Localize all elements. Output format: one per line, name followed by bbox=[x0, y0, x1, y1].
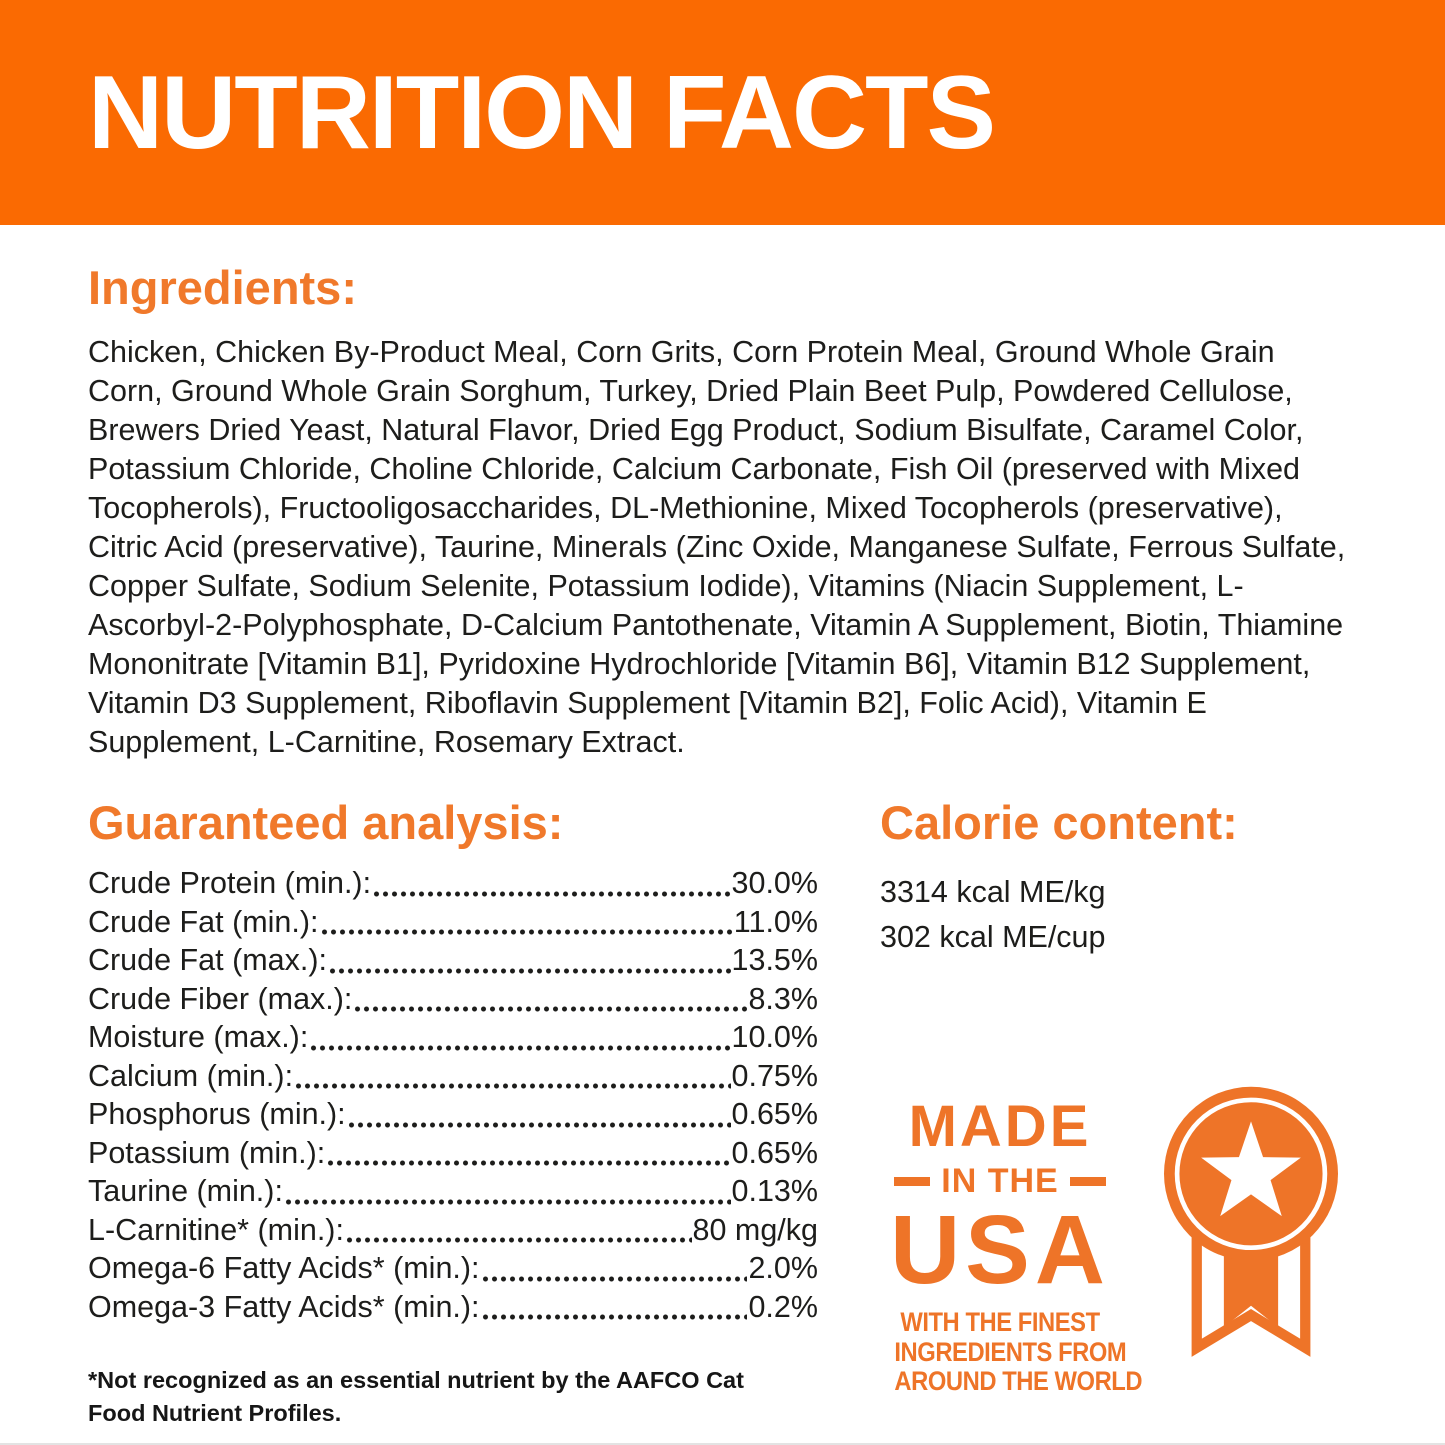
usa-text: USA bbox=[890, 1195, 1110, 1305]
leader-dots-icon bbox=[283, 1198, 731, 1205]
analysis-value: 11.0% bbox=[733, 904, 818, 939]
analysis-value: 0.65% bbox=[731, 1097, 818, 1132]
analysis-value: 10.0% bbox=[731, 1020, 818, 1055]
tagline-line: WITH THE FINEST bbox=[900, 1307, 1100, 1338]
label-body: Ingredients: Chicken, Chicken By-Product… bbox=[0, 261, 1445, 1430]
analysis-label: Omega-6 Fatty Acids* (min.): bbox=[88, 1251, 480, 1286]
leader-dots-icon bbox=[319, 929, 733, 936]
analysis-value: 0.2% bbox=[748, 1289, 818, 1324]
analysis-row: L-Carnitine* (min.): 80 mg/kg bbox=[88, 1213, 818, 1252]
analysis-row: Calcium (min.): 0.75% bbox=[88, 1059, 818, 1098]
ingredients-text: Chicken, Chicken By-Product Meal, Corn G… bbox=[88, 335, 1346, 760]
tagline-line: AROUND THE WORLD bbox=[894, 1366, 1143, 1397]
calorie-per-cup: 302 kcal ME/cup bbox=[880, 920, 1106, 955]
dash-right-icon bbox=[1069, 1176, 1106, 1186]
leader-dots-icon bbox=[309, 1044, 731, 1051]
analysis-value: 0.13% bbox=[731, 1174, 818, 1209]
analysis-value: 2.0% bbox=[748, 1251, 818, 1286]
guaranteed-analysis-heading: Guaranteed analysis: bbox=[88, 796, 564, 850]
in-the-text: IN THE bbox=[941, 1162, 1059, 1201]
star-medal-ribbon-icon bbox=[1162, 1084, 1340, 1374]
tagline: WITH THE FINEST INGREDIENTS FROM AROUND … bbox=[894, 1307, 1143, 1397]
analysis-label: Crude Fiber (max.): bbox=[88, 981, 353, 1016]
dash-left-icon bbox=[894, 1176, 931, 1186]
analysis-row: Moisture (max.): 10.0% bbox=[88, 1020, 818, 1059]
footnote: *Not recognized as an essential nutrient… bbox=[88, 1367, 744, 1427]
analysis-row: Crude Fat (max.): 13.5% bbox=[88, 943, 818, 982]
leader-dots-icon bbox=[480, 1314, 748, 1321]
analysis-value: 13.5% bbox=[731, 943, 818, 978]
leader-dots-icon bbox=[326, 1160, 731, 1167]
analysis-value: 30.0% bbox=[731, 866, 818, 901]
analysis-row: Taurine (min.): 0.13% bbox=[88, 1174, 818, 1213]
analysis-value: 0.65% bbox=[731, 1135, 818, 1170]
tagline-line: INGREDIENTS FROM bbox=[894, 1336, 1127, 1367]
leader-dots-icon bbox=[294, 1083, 731, 1090]
analysis-label: Potassium (min.): bbox=[88, 1135, 326, 1170]
analysis-value: 0.75% bbox=[731, 1058, 818, 1093]
calorie-per-kg: 3314 kcal ME/kg bbox=[880, 875, 1106, 910]
leader-dots-icon bbox=[353, 1006, 748, 1013]
analysis-row: Omega-6 Fatty Acids* (min.): 2.0% bbox=[88, 1251, 818, 1290]
guaranteed-analysis-section: Guaranteed analysis: Crude Protein (min.… bbox=[88, 796, 818, 1430]
made-in-usa-badge: MADE IN THE USA WITH THE FINEST INGREDIE… bbox=[880, 1086, 1357, 1397]
calorie-values: 3314 kcal ME/kg 302 kcal ME/cup bbox=[880, 870, 1357, 960]
analysis-label: Taurine (min.): bbox=[88, 1174, 283, 1209]
analysis-label: Calcium (min.): bbox=[88, 1058, 294, 1093]
lower-columns: Guaranteed analysis: Crude Protein (min.… bbox=[88, 796, 1357, 1430]
analysis-row: Crude Protein (min.): 30.0% bbox=[88, 866, 818, 905]
page-title: NUTRITION FACTS bbox=[88, 54, 996, 171]
leader-dots-icon bbox=[346, 1121, 731, 1128]
leader-dots-icon bbox=[372, 890, 731, 897]
analysis-label: Moisture (max.): bbox=[88, 1020, 309, 1055]
analysis-label: Phosphorus (min.): bbox=[88, 1097, 346, 1132]
leader-dots-icon bbox=[327, 967, 731, 974]
analysis-row: Phosphorus (min.): 0.65% bbox=[88, 1097, 818, 1136]
made-text: MADE bbox=[908, 1094, 1092, 1160]
header-band: NUTRITION FACTS bbox=[0, 0, 1445, 225]
leader-dots-icon bbox=[344, 1237, 692, 1244]
in-the-row: IN THE bbox=[880, 1164, 1120, 1198]
analysis-label: L-Carnitine* (min.): bbox=[88, 1212, 344, 1247]
analysis-label: Crude Fat (min.): bbox=[88, 904, 319, 939]
analysis-row: Omega-3 Fatty Acids* (min.): 0.2% bbox=[88, 1290, 818, 1329]
calorie-content-section: Calorie content: 3314 kcal ME/kg 302 kca… bbox=[880, 796, 1357, 1430]
analysis-label: Crude Fat (max.): bbox=[88, 943, 327, 978]
calorie-content-heading: Calorie content: bbox=[880, 796, 1238, 850]
analysis-row: Crude Fiber (max.): 8.3% bbox=[88, 982, 818, 1021]
ingredients-heading: Ingredients: bbox=[88, 261, 357, 314]
analysis-label: Crude Protein (min.): bbox=[88, 866, 372, 901]
made-in-usa-text: MADE IN THE USA WITH THE FINEST INGREDIE… bbox=[880, 1094, 1143, 1397]
analysis-label: Omega-3 Fatty Acids* (min.): bbox=[88, 1289, 480, 1324]
analysis-row: Crude Fat (min.): 11.0% bbox=[88, 905, 818, 944]
analysis-row: Potassium (min.): 0.65% bbox=[88, 1136, 818, 1175]
analysis-value: 8.3% bbox=[748, 981, 818, 1016]
leader-dots-icon bbox=[480, 1275, 748, 1282]
analysis-value: 80 mg/kg bbox=[692, 1212, 818, 1247]
guaranteed-analysis-list: Crude Protein (min.): 30.0% Crude Fat (m… bbox=[88, 866, 818, 1328]
